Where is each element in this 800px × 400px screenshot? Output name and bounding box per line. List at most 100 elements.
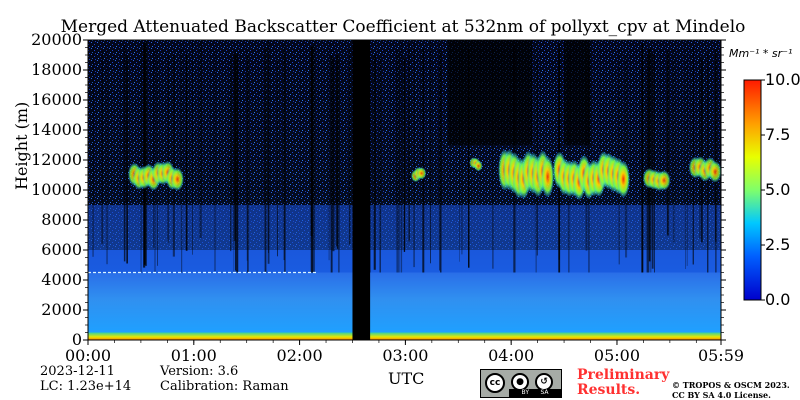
by-label: BY bbox=[521, 389, 529, 396]
cloud-layer bbox=[553, 151, 630, 200]
date-label: 2023-12-11 bbox=[40, 364, 115, 379]
cc-icon: cc bbox=[485, 373, 505, 393]
colorbar-units: Mm⁻¹ * sr⁻¹ bbox=[729, 47, 793, 60]
cloud-layer bbox=[469, 157, 483, 172]
signal-dropout-streak bbox=[277, 59, 278, 257]
colorbar-tick-label: 10.0 bbox=[765, 70, 800, 89]
y-tick-label: 14000 bbox=[31, 120, 82, 139]
signal-dropout-streak bbox=[439, 40, 441, 271]
x-tick-label: 05:59 bbox=[697, 346, 745, 365]
signal-dropout-streak bbox=[585, 48, 588, 251]
signal-dropout-streak bbox=[145, 41, 147, 266]
signal-dropout-streak bbox=[313, 44, 315, 272]
signal-dropout-streak bbox=[692, 46, 694, 265]
cloud-layer bbox=[688, 156, 722, 183]
signal-dropout-streak bbox=[247, 55, 249, 275]
signal-dropout-streak bbox=[349, 46, 351, 245]
signal-dropout-streak bbox=[235, 54, 238, 272]
signal-dropout-streak bbox=[328, 41, 330, 261]
signal-dropout-streak bbox=[408, 41, 410, 242]
no-data-gap bbox=[352, 40, 371, 340]
cloud-cell bbox=[541, 156, 554, 197]
signal-dropout-streak bbox=[338, 56, 340, 279]
clear-sky-region bbox=[564, 40, 591, 145]
boundary-layer bbox=[88, 272, 721, 333]
signal-dropout-streak bbox=[685, 41, 686, 269]
y-tick-label: 8000 bbox=[41, 210, 82, 229]
signal-dropout-streak bbox=[192, 40, 193, 255]
calibration-label: Calibration: Raman bbox=[160, 379, 289, 394]
signal-dropout-streak bbox=[236, 53, 239, 280]
signal-dropout-streak bbox=[92, 47, 94, 257]
signal-dropout-streak bbox=[461, 46, 463, 255]
signal-dropout-streak bbox=[126, 54, 128, 264]
colorbar-gradient bbox=[743, 79, 762, 301]
signal-dropout-streak bbox=[181, 46, 183, 282]
cc-license-badge: cc ● ↺ BY SA bbox=[480, 369, 562, 398]
signal-dropout-streak bbox=[330, 55, 333, 279]
signal-dropout-streak bbox=[167, 55, 169, 241]
clear-sky-region bbox=[447, 40, 533, 145]
x-tick-label: 05:00 bbox=[593, 346, 641, 365]
x-tick-label: 04:00 bbox=[488, 346, 535, 365]
cloud-cell bbox=[474, 160, 483, 172]
surface-layer bbox=[88, 332, 721, 340]
signal-dropout-streak bbox=[440, 51, 442, 281]
preliminary-notice: Preliminary Results. bbox=[577, 368, 669, 398]
signal-dropout-streak bbox=[468, 48, 470, 268]
signal-dropout-streak bbox=[400, 41, 403, 273]
x-tick-label: 00:00 bbox=[64, 346, 112, 365]
lc-label: LC: 1.23e+14 bbox=[40, 379, 132, 394]
signal-dropout-streak bbox=[230, 55, 232, 252]
signal-dropout-streak bbox=[379, 57, 381, 282]
x-axis-label: UTC bbox=[388, 369, 425, 388]
colorbar bbox=[743, 79, 765, 301]
cloud-cell bbox=[657, 170, 671, 191]
signal-dropout-streak bbox=[422, 48, 425, 282]
plot-area bbox=[88, 40, 722, 340]
y-tick-label: 4000 bbox=[41, 270, 82, 289]
signal-dropout-streak bbox=[701, 58, 703, 243]
cloud-cell bbox=[708, 161, 722, 183]
colorbar-tick-label: 2.5 bbox=[765, 235, 791, 254]
signal-dropout-streak bbox=[264, 46, 267, 276]
cloud-cell bbox=[416, 167, 427, 180]
cloud-layer bbox=[643, 168, 671, 191]
y-tick-label: 2000 bbox=[41, 300, 82, 319]
signal-dropout-streak bbox=[153, 49, 155, 248]
signal-dropout-streak bbox=[715, 49, 717, 242]
signal-dropout-streak bbox=[650, 46, 652, 275]
chart-title: Merged Attenuated Backscatter Coefficien… bbox=[60, 17, 746, 37]
signal-dropout-streak bbox=[459, 53, 460, 262]
plot-axes bbox=[83, 39, 726, 345]
cloud-layer bbox=[411, 167, 427, 182]
signal-dropout-streak bbox=[106, 49, 108, 265]
signal-dropout-streak bbox=[413, 40, 415, 268]
version-label: Version: 3.6 bbox=[160, 364, 239, 379]
x-tick-label: 03:00 bbox=[382, 346, 429, 365]
signal-dropout-streak bbox=[337, 53, 339, 249]
signal-dropout-streak bbox=[398, 51, 400, 282]
signal-dropout-streak bbox=[172, 54, 175, 257]
y-tick-label: 12000 bbox=[31, 150, 82, 169]
colorbar-tick-label: 5.0 bbox=[765, 180, 791, 199]
signal-dropout-streak bbox=[625, 55, 628, 258]
cc-badge-labels: BY SA bbox=[509, 389, 561, 397]
signal-dropout-streak bbox=[332, 58, 335, 252]
signal-dropout-streak bbox=[154, 48, 156, 276]
signal-dropout-streak bbox=[185, 54, 188, 251]
y-tick-label: 10000 bbox=[31, 180, 82, 199]
signal-dropout-streak bbox=[143, 46, 146, 265]
cloud-cell bbox=[171, 167, 184, 191]
sa-label: SA bbox=[540, 389, 549, 396]
signal-dropout-streak bbox=[140, 41, 142, 278]
y-tick-label: 18000 bbox=[31, 60, 82, 79]
x-tick-label: 02:00 bbox=[276, 346, 323, 365]
signal-dropout-streak bbox=[373, 54, 376, 270]
y-tick-label: 20000 bbox=[31, 30, 82, 49]
signal-dropout-streak bbox=[335, 55, 338, 247]
colorbar-tick-label: 7.5 bbox=[765, 125, 791, 144]
signal-dropout-streak bbox=[123, 45, 126, 262]
signal-dropout-streak bbox=[157, 49, 158, 266]
